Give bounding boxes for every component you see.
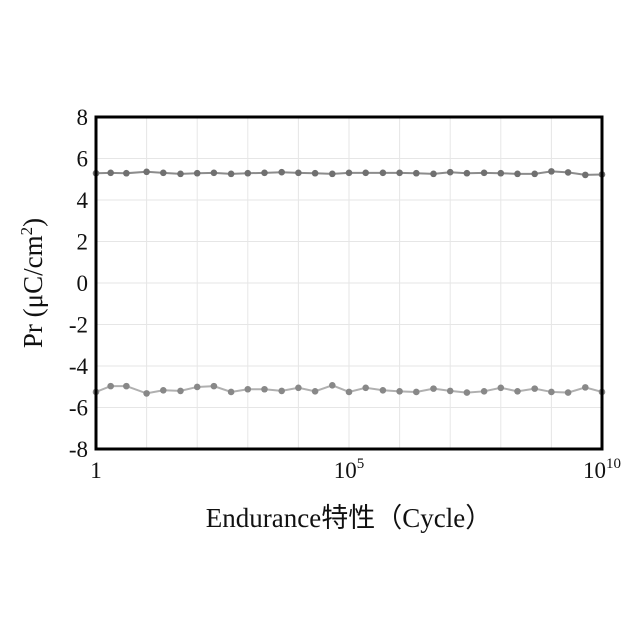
data-point <box>396 169 403 177</box>
data-point <box>396 388 403 395</box>
y-tick-label: -6 <box>69 396 88 421</box>
grid-lines <box>96 117 602 449</box>
data-point <box>278 387 286 395</box>
data-point <box>295 169 302 177</box>
data-point <box>514 388 521 395</box>
series-group <box>92 168 606 397</box>
data-point <box>107 382 114 390</box>
x-tick-exponent: 5 <box>357 456 365 472</box>
x-tick-label: 1 <box>90 458 102 483</box>
series-positive-pr <box>92 168 606 179</box>
data-point <box>480 169 488 177</box>
data-point <box>379 386 387 394</box>
data-point <box>362 384 369 392</box>
data-point <box>412 169 420 177</box>
data-point <box>278 168 286 176</box>
data-point <box>582 384 589 391</box>
data-point <box>159 386 167 394</box>
x-tick-base: 10 <box>583 458 606 483</box>
plot-frame <box>94 115 604 451</box>
data-point <box>143 168 150 176</box>
data-point <box>446 387 454 395</box>
data-point <box>345 388 353 396</box>
y-tick-label: -8 <box>69 437 88 462</box>
data-point <box>480 388 488 395</box>
data-point <box>379 169 387 177</box>
data-point <box>329 170 336 178</box>
data-point <box>564 389 572 396</box>
x-axis-title: Endurance特性（Cycle） <box>206 503 492 533</box>
data-point <box>430 170 437 178</box>
x-tick-labels: 1 105 1010 <box>90 456 621 483</box>
data-point <box>548 388 555 396</box>
data-point <box>193 383 201 391</box>
data-point <box>261 385 268 393</box>
data-point <box>107 169 114 177</box>
data-point <box>227 170 235 178</box>
data-point <box>123 169 130 177</box>
data-point <box>446 168 454 176</box>
data-point <box>227 388 235 396</box>
x-tick-exponent: 10 <box>606 456 621 472</box>
data-point <box>345 169 353 177</box>
series-negative-pr <box>92 381 606 397</box>
y-axis-title: Pr (μC/cm2) <box>17 218 48 348</box>
x-tick-label: 105 <box>334 456 365 483</box>
data-point <box>159 169 167 177</box>
x-tick-label: 1010 <box>583 456 621 483</box>
data-point <box>311 169 319 177</box>
x-tick-base: 10 <box>334 458 357 483</box>
y-axis-title-end: ) <box>18 218 48 227</box>
y-tick-label: 8 <box>77 105 89 130</box>
y-tick-label: 0 <box>77 271 89 296</box>
data-point <box>362 169 369 177</box>
data-point <box>143 390 150 397</box>
data-point <box>582 171 589 179</box>
data-point <box>531 170 539 178</box>
data-point <box>497 384 505 392</box>
data-point <box>463 169 471 177</box>
data-point <box>177 387 184 395</box>
data-point <box>261 169 268 177</box>
y-axis-title-sup: 2 <box>17 227 36 236</box>
data-point <box>244 385 252 393</box>
y-tick-label: -4 <box>69 354 89 379</box>
data-point <box>244 169 252 177</box>
data-point <box>210 382 218 390</box>
data-point <box>564 169 572 176</box>
data-point <box>177 170 184 178</box>
data-point <box>463 389 471 396</box>
data-point <box>548 168 555 175</box>
data-point <box>295 384 302 392</box>
y-axis-title-main: Pr (μC/cm <box>18 235 48 348</box>
y-tick-label: 4 <box>77 188 89 213</box>
data-point <box>531 385 539 392</box>
data-point <box>210 169 218 177</box>
data-point <box>412 388 420 396</box>
data-point <box>123 382 130 390</box>
y-tick-label: 2 <box>77 230 89 255</box>
y-tick-label: -2 <box>69 313 88 338</box>
x-tick-base: 1 <box>90 458 102 483</box>
y-tick-label: 6 <box>77 147 89 172</box>
data-point <box>497 169 505 177</box>
data-point <box>514 170 521 178</box>
data-point <box>311 388 319 395</box>
data-point <box>329 381 336 389</box>
data-point <box>193 169 201 177</box>
data-point <box>430 385 437 392</box>
y-tick-labels: 8 6 4 2 0 -2 -4 -6 -8 <box>69 105 89 462</box>
